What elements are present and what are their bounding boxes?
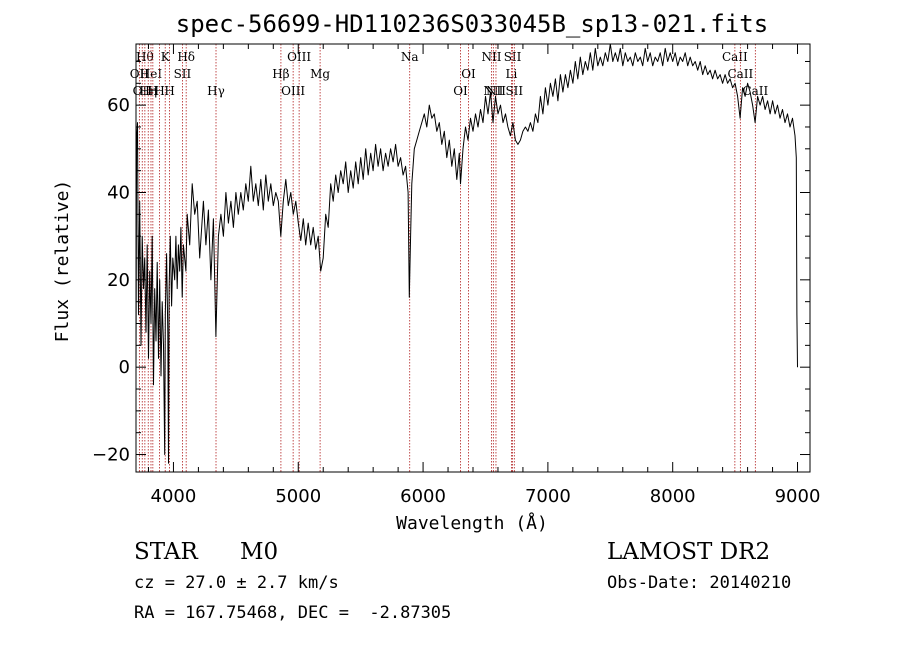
x-tick-label-1: 5000: [275, 486, 321, 507]
x-tick-label-3: 7000: [525, 486, 571, 507]
marker-label-21: NII: [486, 84, 506, 98]
marker-label-17: OI: [453, 84, 468, 98]
marker-label-20: NII: [483, 84, 503, 98]
marker-label-14: OIII: [287, 50, 311, 64]
object-subclass: M0: [240, 539, 279, 565]
plot-frame: [135, 43, 811, 473]
marker-label-9: SII: [174, 67, 192, 81]
marker-label-11: Hγ: [207, 84, 225, 98]
x-tick-label-0: 4000: [151, 486, 197, 507]
spectral-line-markers: OIIOIIHθHηHeIHHKHSIIHδHγHβOIIIOIIIMgNaOI…: [130, 44, 768, 472]
axis-ticks: 4000 5000 6000 7000 8000 9000 −20 0 20 40 60: [92, 44, 820, 507]
obs-date: Obs-Date: 20140210: [607, 573, 792, 593]
coordinates: RA = 167.75468, DEC = -2.87305: [134, 603, 452, 623]
marker-label-12: Hβ: [272, 67, 289, 81]
marker-label-25: CaII: [722, 50, 748, 64]
marker-label-7: K: [161, 50, 171, 64]
marker-label-26: CaII: [727, 67, 753, 81]
marker-label-15: Mg: [310, 67, 330, 81]
marker-label-18: OI: [461, 67, 476, 81]
y-tick-label-4: 60: [107, 95, 130, 116]
marker-label-6: H: [154, 84, 164, 98]
y-tick-label-2: 20: [107, 270, 130, 291]
y-tick-label-3: 40: [107, 182, 130, 203]
marker-label-19: NII: [481, 50, 501, 64]
marker-label-16: Na: [401, 50, 419, 64]
x-axis-label: Wavelength (Å): [396, 512, 548, 534]
x-tick-label-5: 9000: [775, 486, 821, 507]
x-tick-label-4: 8000: [650, 486, 696, 507]
marker-label-10: Hδ: [177, 50, 195, 64]
marker-label-5: H: [148, 84, 158, 98]
spectrum-data: [135, 43, 798, 464]
marker-label-22: Li: [506, 67, 518, 81]
chart-title: spec-56699-HD110236S033045B_sp13-021.fit…: [176, 10, 768, 38]
marker-label-1: OII: [133, 84, 153, 98]
marker-label-13: OIII: [281, 84, 305, 98]
survey-name: LAMOST DR2: [607, 539, 771, 565]
marker-label-8: H: [164, 84, 174, 98]
marker-label-23: SII: [504, 50, 522, 64]
marker-label-0: OII: [130, 67, 150, 81]
marker-label-4: HeI: [140, 67, 163, 81]
y-axis-label: Flux (relative): [52, 180, 73, 343]
y-tick-label-1: 0: [119, 357, 130, 378]
spectrum-line-0: [135, 43, 798, 464]
marker-label-24: SII: [505, 84, 523, 98]
marker-label-2: Hθ: [136, 50, 154, 64]
redshift-text: cz = 27.0 ± 2.7 km/s: [134, 573, 339, 593]
object-class: STAR: [134, 539, 198, 565]
y-tick-label-0: −20: [92, 445, 130, 466]
x-tick-label-2: 6000: [400, 486, 446, 507]
